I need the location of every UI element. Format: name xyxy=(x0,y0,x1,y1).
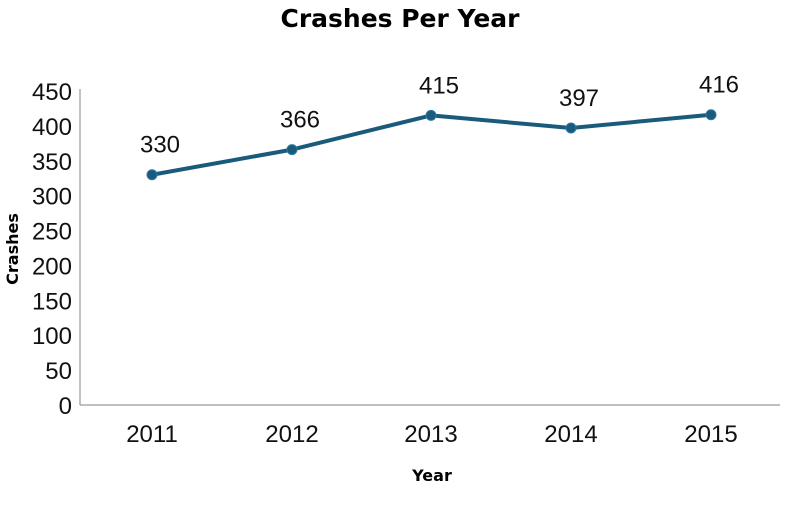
x-tick-label: 2014 xyxy=(544,421,597,448)
data-label: 416 xyxy=(699,72,739,99)
data-label: 397 xyxy=(559,85,599,112)
x-tick-label: 2013 xyxy=(404,421,457,448)
y-tick-label: 300 xyxy=(32,184,72,211)
y-tick-label: 100 xyxy=(32,323,72,350)
y-tick-label: 200 xyxy=(32,253,72,280)
data-point xyxy=(286,144,298,156)
data-point xyxy=(705,109,717,121)
x-tick-label: 2012 xyxy=(265,421,318,448)
data-label: 330 xyxy=(140,132,180,159)
y-tick-label: 150 xyxy=(32,288,72,315)
data-labels: 330 366 415 397 416 xyxy=(140,72,739,159)
y-tick-label: 350 xyxy=(32,149,72,176)
y-tick-label: 50 xyxy=(45,358,72,385)
data-point xyxy=(146,169,158,181)
data-label: 366 xyxy=(280,107,320,134)
data-point xyxy=(425,109,437,121)
axes xyxy=(79,89,780,406)
x-axis-title: Year xyxy=(411,466,452,485)
data-label: 415 xyxy=(419,72,459,99)
y-tick-label: 450 xyxy=(32,79,72,106)
y-axis-title: Crashes xyxy=(3,213,22,285)
y-tick-label: 400 xyxy=(32,114,72,141)
y-tick-label: 250 xyxy=(32,219,72,246)
tick-labels: 0 50 100 150 200 250 300 350 400 450 2011 2012 2013 2… xyxy=(32,79,738,448)
series xyxy=(146,109,717,181)
x-tick-label: 2011 xyxy=(126,421,178,448)
series-line xyxy=(150,112,713,177)
x-tick-label: 2015 xyxy=(684,421,737,448)
y-tick-label: 0 xyxy=(59,393,72,420)
chart-title: Crashes Per Year xyxy=(280,4,520,33)
data-point xyxy=(565,122,577,134)
